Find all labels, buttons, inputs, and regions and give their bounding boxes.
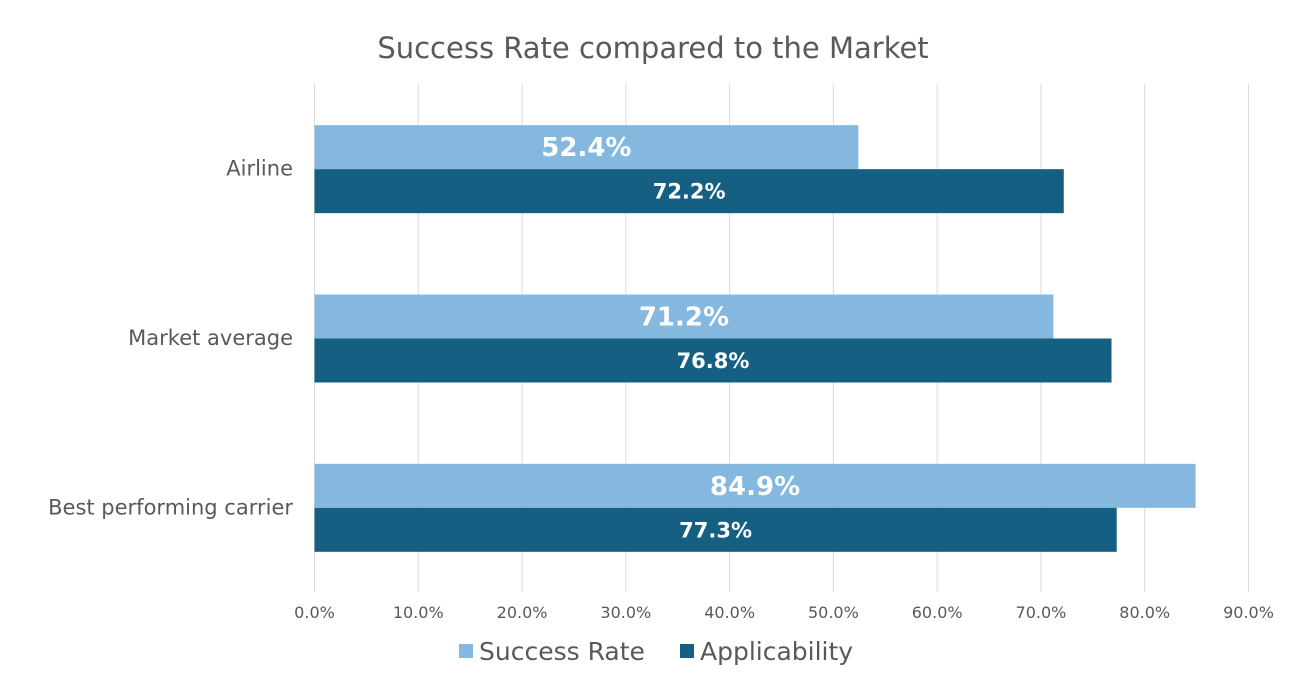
legend-label-applicability: Applicability <box>700 637 853 666</box>
category-label: Airline <box>226 157 293 181</box>
success-rate-data-label: 84.9% <box>710 472 800 502</box>
category-labels: Airline Market average Best performing car… <box>48 157 293 520</box>
chart-title: Success Rate compared to the Market <box>377 31 928 65</box>
x-tick-label: 30.0% <box>600 603 651 622</box>
success-rate-data-label: 71.2% <box>639 303 729 333</box>
x-tick-label: 80.0% <box>1119 603 1170 622</box>
applicability-data-label: 77.3% <box>679 518 752 542</box>
legend: Success Rate Applicability <box>459 637 853 666</box>
x-tick-label: 10.0% <box>393 603 444 622</box>
legend-swatch-applicability <box>680 644 694 658</box>
category-label: Market average <box>128 326 293 350</box>
success-rate-data-label: 52.4% <box>541 133 631 163</box>
success-rate-bar <box>314 463 1196 508</box>
applicability-data-label: 76.8% <box>677 349 750 373</box>
x-tick-label: 60.0% <box>912 603 963 622</box>
x-tick-label: 20.0% <box>497 603 548 622</box>
legend-label-success-rate: Success Rate <box>479 637 645 666</box>
category-label: Best performing carrier <box>48 495 293 519</box>
bars: 52.4% 72.2% 71.2% 76.8% 84.9% 77.3% <box>314 125 1196 552</box>
success-rate-bar <box>314 294 1054 339</box>
x-tick-label: 50.0% <box>808 603 859 622</box>
x-tick-label: 0.0% <box>294 603 335 622</box>
legend-swatch-success-rate <box>459 644 473 658</box>
x-tick-label: 40.0% <box>704 603 755 622</box>
applicability-bar <box>314 338 1112 383</box>
x-tick-label: 90.0% <box>1223 603 1274 622</box>
success-rate-bar <box>314 125 859 170</box>
x-tick-label: 70.0% <box>1016 603 1067 622</box>
x-axis-tick-labels: 0.0% 10.0% 20.0% 30.0% 40.0% 50.0% 60.0% 70.0% 8… <box>294 603 1274 622</box>
applicability-bar <box>314 169 1064 214</box>
applicability-data-label: 72.2% <box>653 180 726 204</box>
applicability-bar <box>314 507 1117 552</box>
